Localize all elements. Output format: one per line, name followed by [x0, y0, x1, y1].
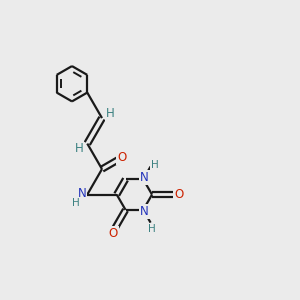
Text: H: H: [75, 142, 83, 155]
Text: H: H: [72, 198, 80, 208]
Text: N: N: [140, 171, 149, 184]
Text: N: N: [78, 187, 86, 200]
Text: O: O: [109, 227, 118, 240]
Text: O: O: [174, 188, 183, 201]
Text: N: N: [140, 205, 149, 218]
Text: O: O: [117, 151, 127, 164]
Text: H: H: [106, 107, 115, 120]
Text: H: H: [151, 160, 159, 170]
Text: H: H: [148, 224, 156, 234]
